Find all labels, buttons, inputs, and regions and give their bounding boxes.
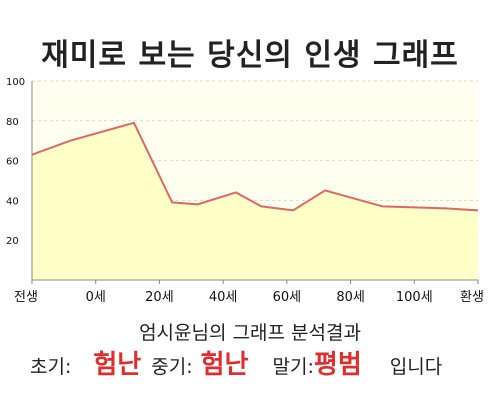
result-ending: 입니다 <box>389 356 443 378</box>
area-fill <box>32 122 478 280</box>
y-tick-label: 40 <box>6 196 19 207</box>
y-tick-label: 60 <box>6 157 19 168</box>
chart-title: 재미로 보는 당신의 인생 그래프 <box>41 38 459 73</box>
result-summary: 초기: 험난 중기: 험난 말기:평범 입니다 <box>30 344 490 381</box>
y-tick-label: 80 <box>6 117 19 128</box>
x-tick-label: 환생 <box>460 290 484 305</box>
early-stage-value: 험난 <box>93 350 142 380</box>
x-tick-label: 80세 <box>336 290 365 305</box>
y-tick-label: 20 <box>6 236 19 247</box>
y-tick-label: 100 <box>6 77 25 88</box>
series-line <box>31 121 479 212</box>
x-tick-label: 40세 <box>209 290 238 305</box>
x-tick-label: 60세 <box>273 290 302 305</box>
x-tick-label: 100세 <box>396 290 433 305</box>
result-heading: 엄시윤님의 그래프 분석결과 <box>139 322 361 344</box>
late-stage-label: 말기: <box>272 356 314 378</box>
middle-stage-value: 험난 <box>200 350 249 380</box>
x-tick-label: 0세 <box>86 290 106 305</box>
late-stage-value: 평범 <box>313 350 362 380</box>
y-axis-ticks: 20 40 60 80 100 <box>6 77 25 247</box>
x-axis-ticks: 전생 0세 20세 40세 60세 80세 100세 환생 <box>14 280 484 305</box>
x-tick-label: 20세 <box>145 290 174 305</box>
middle-stage-label: 중기: <box>151 356 193 378</box>
early-stage-label: 초기: <box>30 356 72 378</box>
x-tick-label: 전생 <box>14 290 38 305</box>
